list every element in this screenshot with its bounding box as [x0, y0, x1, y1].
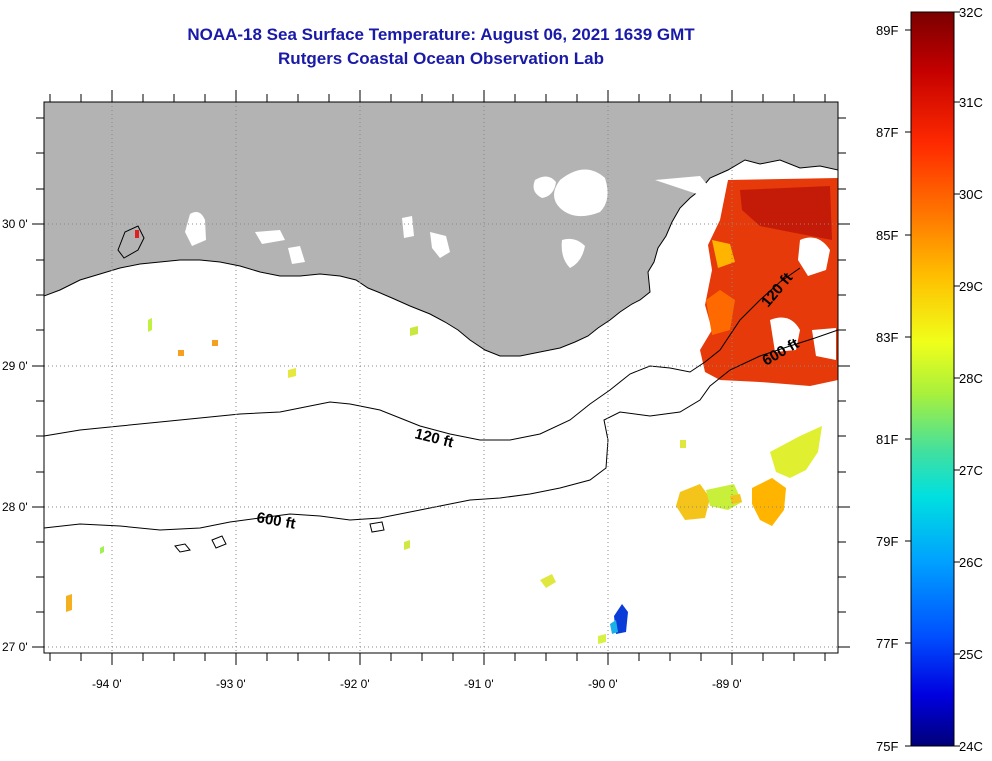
land-mass: [44, 102, 838, 357]
colorbar-label-c: 24C: [959, 739, 983, 754]
cloud-blob: [533, 176, 556, 198]
colorbar-label-f: 77F: [876, 636, 898, 651]
colorbar-label-c: 32C: [959, 5, 983, 20]
latitude-labels: 30 0' 29 0' 28 0' 27 0': [2, 217, 28, 654]
lon-label: -89 0': [712, 677, 742, 691]
cloud-blob: [402, 216, 414, 238]
cloud-blob: [255, 230, 285, 244]
contour-600ft: [43, 329, 839, 531]
lat-label: 27 0': [2, 640, 28, 654]
lon-label: -94 0': [92, 677, 122, 691]
bathymetry-contours: [43, 267, 839, 553]
lon-label: -91 0': [464, 677, 494, 691]
cloud-blob: [288, 246, 305, 264]
colorbar-label-f: 89F: [876, 23, 898, 38]
colorbar-label-f: 87F: [876, 125, 898, 140]
colorbar-label-c: 27C: [959, 463, 983, 478]
lat-label: 28 0': [2, 500, 28, 514]
lon-label: -93 0': [216, 677, 246, 691]
sst-warm-patch: [700, 178, 838, 386]
cloud-blob: [430, 232, 450, 258]
lon-label: -90 0': [588, 677, 618, 691]
cloud-blob: [554, 169, 608, 217]
colorbar-label-c: 26C: [959, 555, 983, 570]
colorbar-label-c: 30C: [959, 187, 983, 202]
sst-scattered-patches: [66, 318, 822, 644]
cloud-blob: [561, 238, 585, 268]
contour-120ft: [43, 267, 801, 441]
colorbar-label-f: 85F: [876, 228, 898, 243]
temperature-colorbar: 32C 31C 30C 29C 28C 27C 26C 25C 24C 89F …: [876, 5, 983, 754]
contour-label-600ft: 600 ft: [255, 509, 297, 533]
colorbar-label-f: 81F: [876, 432, 898, 447]
map-frame: [43, 101, 839, 654]
colorbar-label-c: 31C: [959, 95, 983, 110]
graticule: [44, 102, 838, 653]
colorbar-label-f: 79F: [876, 534, 898, 549]
map-subtitle: Rutgers Coastal Ocean Observation Lab: [278, 49, 604, 68]
colorbar-label-f: 75F: [876, 739, 898, 754]
colorbar-label-c: 25C: [959, 647, 983, 662]
lon-label: -92 0': [340, 677, 370, 691]
lat-label: 30 0': [2, 217, 28, 231]
colorbar-label-f: 83F: [876, 330, 898, 345]
colorbar-gradient: [910, 11, 955, 747]
colorbar-label-c: 29C: [959, 279, 983, 294]
colorbar-label-c: 28C: [959, 371, 983, 386]
lat-label: 29 0': [2, 359, 28, 373]
longitude-labels: -94 0' -93 0' -92 0' -91 0' -90 0' -89 0…: [92, 677, 742, 691]
axis-ticks: [32, 90, 850, 665]
cloud-blob: [185, 212, 206, 246]
map-title: NOAA-18 Sea Surface Temperature: August …: [187, 25, 695, 44]
